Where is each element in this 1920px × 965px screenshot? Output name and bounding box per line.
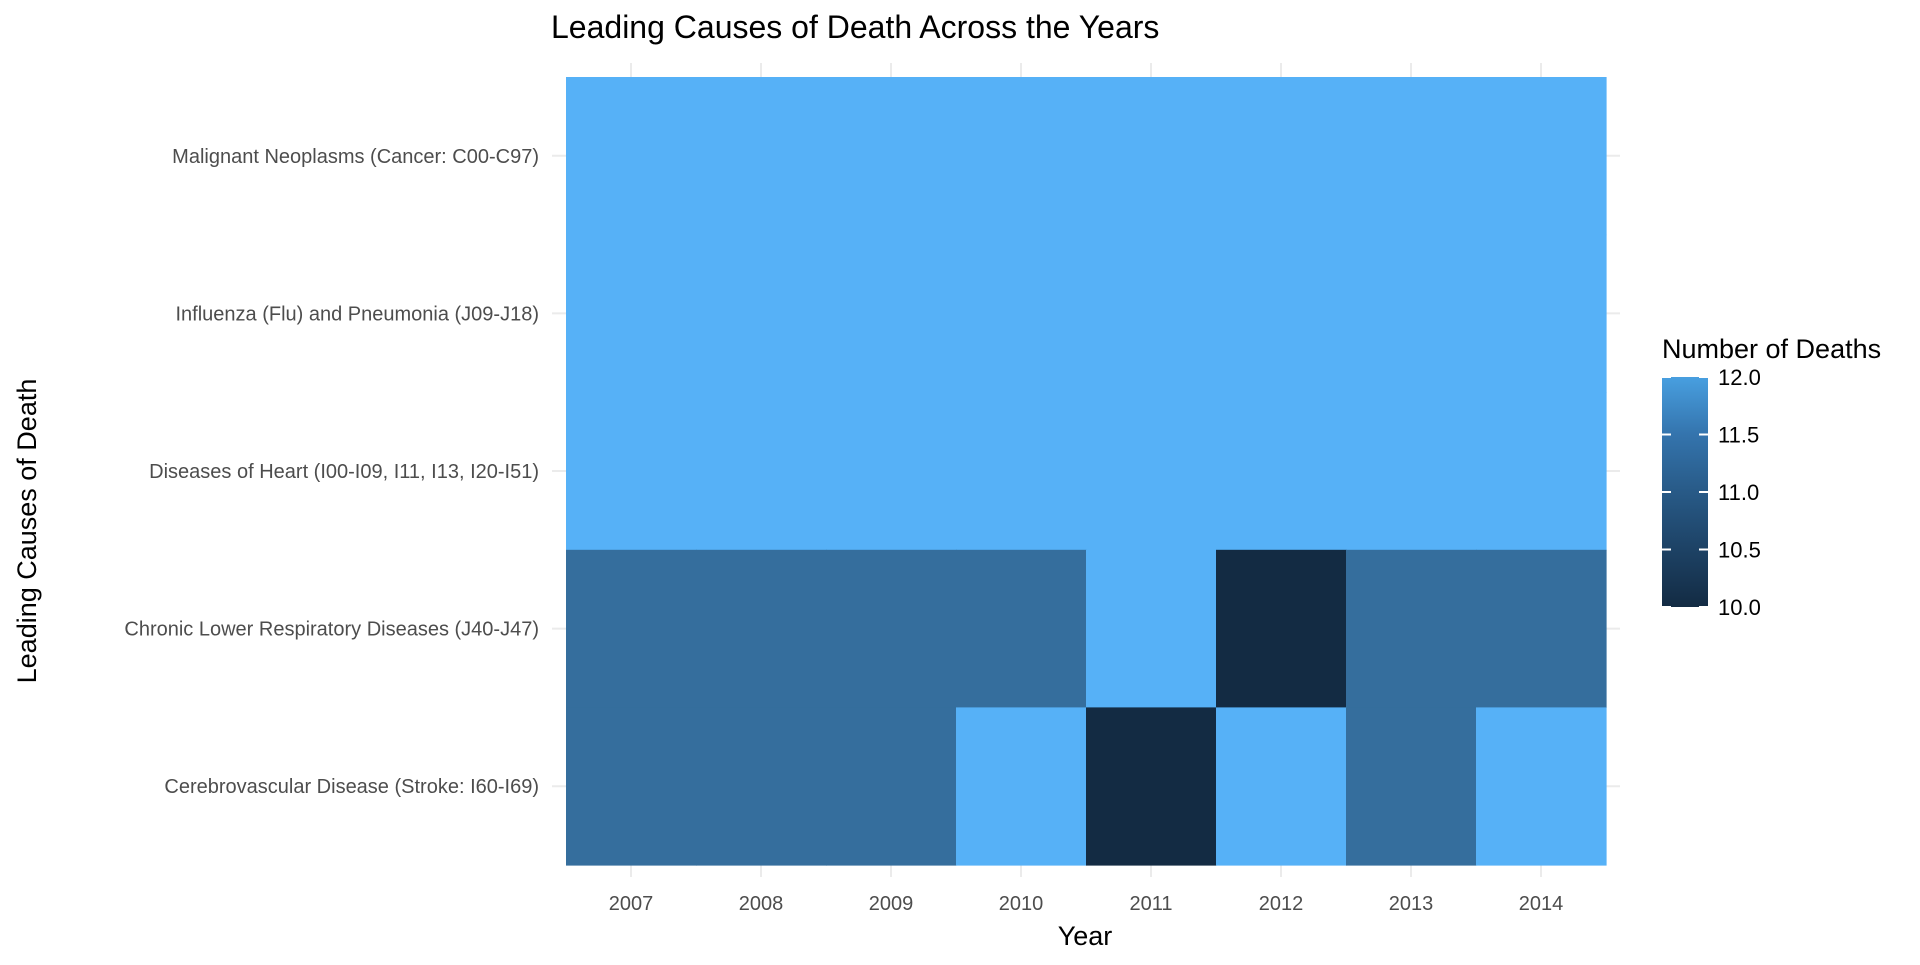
heatmap-cell — [1476, 549, 1607, 708]
heatmap-cell — [826, 77, 957, 236]
heatmap-cell — [566, 234, 697, 393]
x-tick-label: 2014 — [1519, 893, 1564, 915]
x-tick-label: 2013 — [1389, 893, 1434, 915]
heatmap-cell — [1216, 77, 1347, 236]
heatmap-cell — [696, 392, 827, 551]
heatmap-cell — [826, 707, 957, 866]
heatmap-cell — [956, 392, 1087, 551]
x-tick-label: 2010 — [999, 893, 1044, 915]
heatmap-cell — [1086, 77, 1217, 236]
legend-tick-label: 12.0 — [1718, 365, 1761, 390]
y-tick-label: Diseases of Heart (I00-I09, I11, I13, I2… — [149, 461, 539, 483]
y-tick-label: Cerebrovascular Disease (Stroke: I60-I69… — [164, 776, 539, 798]
legend-tick-label: 10.0 — [1718, 595, 1761, 620]
y-tick-label: Malignant Neoplasms (Cancer: C00-C97) — [172, 146, 539, 168]
heatmap-cell — [956, 549, 1087, 708]
heatmap-cell — [1216, 234, 1347, 393]
x-tick-label: 2011 — [1129, 893, 1172, 915]
legend-tick-label: 11.0 — [1718, 480, 1759, 505]
heatmap-cell — [956, 77, 1087, 236]
x-tick-labels: 2007 2008 2009 2010 2011 2012 2013 2014 — [609, 893, 1564, 915]
heatmap-cell — [1346, 77, 1477, 236]
heatmap-cell — [1216, 707, 1347, 866]
heatmap-cell — [566, 549, 697, 708]
heatmap-cell — [956, 234, 1087, 393]
x-tick-label: 2009 — [869, 893, 914, 915]
legend: Number of Deaths 12.0 11.5 11.0 10.5 10.0 — [1662, 334, 1881, 620]
heatmap-cell — [1476, 234, 1607, 393]
heatmap-cell — [696, 234, 827, 393]
heatmap-cell — [1216, 549, 1347, 708]
heatmap-cell — [1346, 707, 1477, 866]
heatmap-cells — [566, 77, 1607, 866]
heatmap-cell — [1216, 392, 1347, 551]
heatmap-cell — [1086, 392, 1217, 551]
heatmap-cell — [566, 77, 697, 236]
x-axis-title: Year — [1058, 921, 1113, 951]
legend-title: Number of Deaths — [1662, 334, 1881, 364]
heatmap-cell — [826, 234, 957, 393]
legend-ticks: 12.0 11.5 11.0 10.5 10.0 — [1662, 365, 1761, 620]
legend-tick-label: 10.5 — [1718, 538, 1761, 563]
y-tick-labels: Malignant Neoplasms (Cancer: C00-C97) Inf… — [124, 146, 539, 798]
heatmap-cell — [566, 707, 697, 866]
heatmap-cell — [1346, 392, 1477, 551]
heatmap-cell — [696, 549, 827, 708]
y-axis-title: Leading Causes of Death — [12, 379, 42, 684]
legend-tick-label: 11.5 — [1718, 423, 1759, 448]
heatmap-cell — [956, 707, 1087, 866]
heatmap-cell — [1476, 707, 1607, 866]
y-tick-label: Influenza (Flu) and Pneumonia (J09-J18) — [175, 303, 539, 325]
heatmap-cell — [1086, 549, 1217, 708]
x-tick-label: 2008 — [739, 893, 784, 915]
heatmap-cell — [1346, 234, 1477, 393]
x-tick-label: 2012 — [1259, 893, 1304, 915]
heatmap-cell — [696, 707, 827, 866]
heatmap-cell — [1476, 392, 1607, 551]
x-tick-label: 2007 — [609, 893, 654, 915]
heatmap-cell — [1086, 234, 1217, 393]
heatmap-cell — [826, 549, 957, 708]
heatmap-cell — [696, 77, 827, 236]
heatmap-cell — [1086, 707, 1217, 866]
heatmap-cell — [826, 392, 957, 551]
chart-title: Leading Causes of Death Across the Years — [551, 9, 1159, 45]
heatmap-cell — [1476, 77, 1607, 236]
y-tick-label: Chronic Lower Respiratory Diseases (J40-… — [124, 619, 539, 641]
heatmap-cell — [1346, 549, 1477, 708]
heatmap-cell — [566, 392, 697, 551]
